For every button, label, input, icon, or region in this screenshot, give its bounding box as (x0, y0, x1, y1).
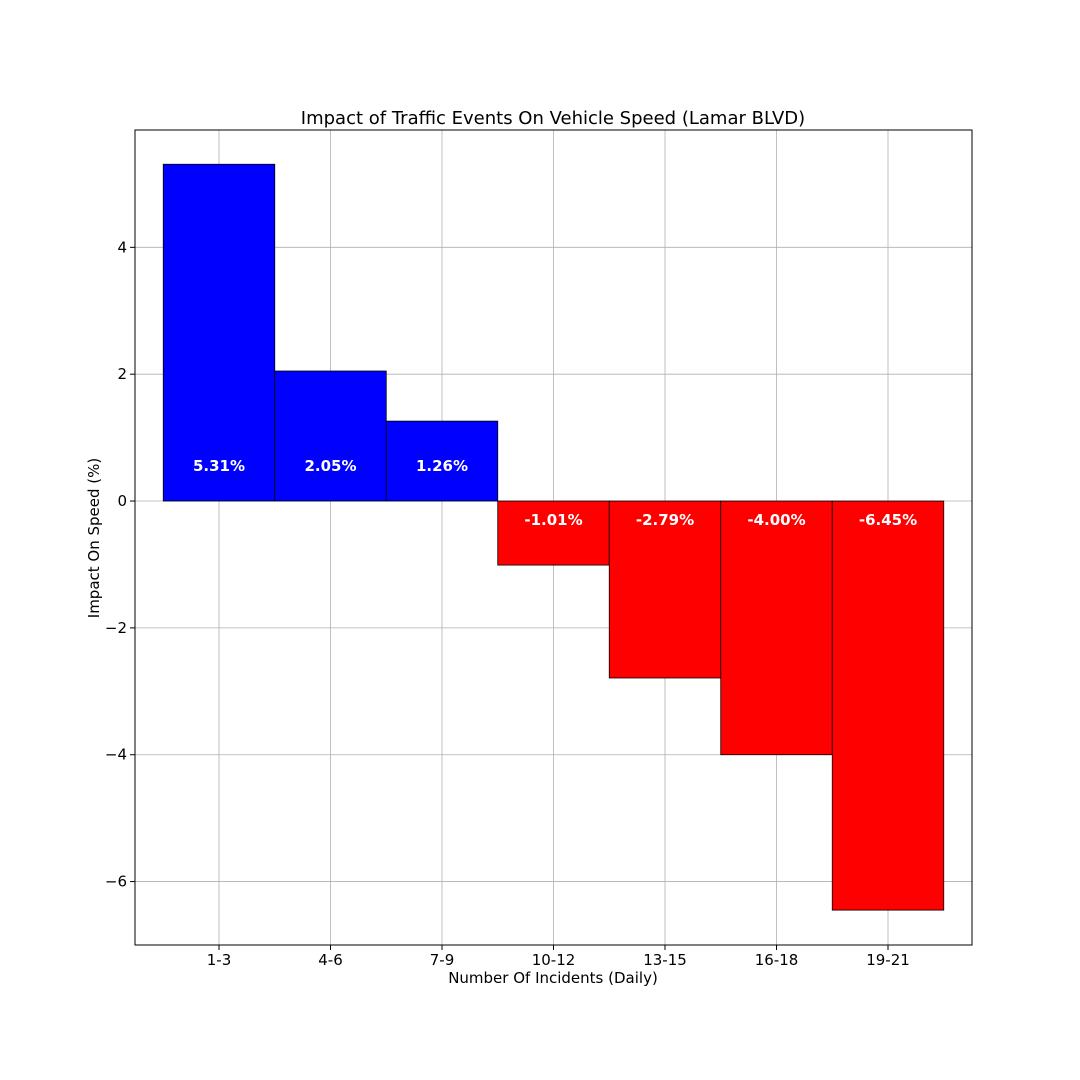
data-label: 1.26% (416, 457, 468, 475)
y-axis-label: Impact On Speed (%) (85, 458, 103, 618)
y-axis-ticks: −6 −4 −2 0 2 4 (105, 238, 135, 891)
bar-19-21 (831, 500, 945, 911)
data-labels: 5.31% 2.05% 1.26% -1.01% -2.79% -4.00% -6.45% (193, 457, 917, 529)
x-tick-label: 1-3 (207, 951, 232, 969)
data-label: -4.00% (747, 511, 805, 529)
y-tick-label: −4 (105, 746, 127, 764)
y-tick-label: 2 (117, 365, 127, 383)
x-axis-ticks: 1-3 4-6 7-9 10-12 13-15 16-18 19-21 (207, 945, 910, 969)
data-label: -6.45% (859, 511, 917, 529)
x-tick-label: 4-6 (318, 951, 343, 969)
y-tick-label: 0 (117, 492, 127, 510)
x-tick-label: 19-21 (866, 951, 910, 969)
x-axis-label: Number Of Incidents (Daily) (448, 969, 658, 987)
bar-10-12 (497, 500, 610, 566)
bar-4-6 (274, 370, 387, 502)
y-tick-label: 4 (117, 238, 127, 256)
data-label: -2.79% (636, 511, 694, 529)
bar-13-15 (608, 500, 722, 679)
x-tick-label: 13-15 (643, 951, 687, 969)
bars (162, 163, 945, 911)
bar-1-3 (162, 163, 276, 502)
x-tick-label: 16-18 (755, 951, 799, 969)
data-label: 2.05% (304, 457, 356, 475)
y-tick-label: −6 (105, 873, 127, 891)
bar-7-9 (385, 420, 499, 502)
chart-title: Impact of Traffic Events On Vehicle Spee… (301, 108, 805, 129)
bar-16-18 (720, 500, 833, 756)
x-tick-label: 7-9 (430, 951, 455, 969)
x-tick-label: 10-12 (532, 951, 576, 969)
data-label: -1.01% (524, 511, 582, 529)
y-tick-label: −2 (105, 619, 127, 637)
data-label: 5.31% (193, 457, 245, 475)
